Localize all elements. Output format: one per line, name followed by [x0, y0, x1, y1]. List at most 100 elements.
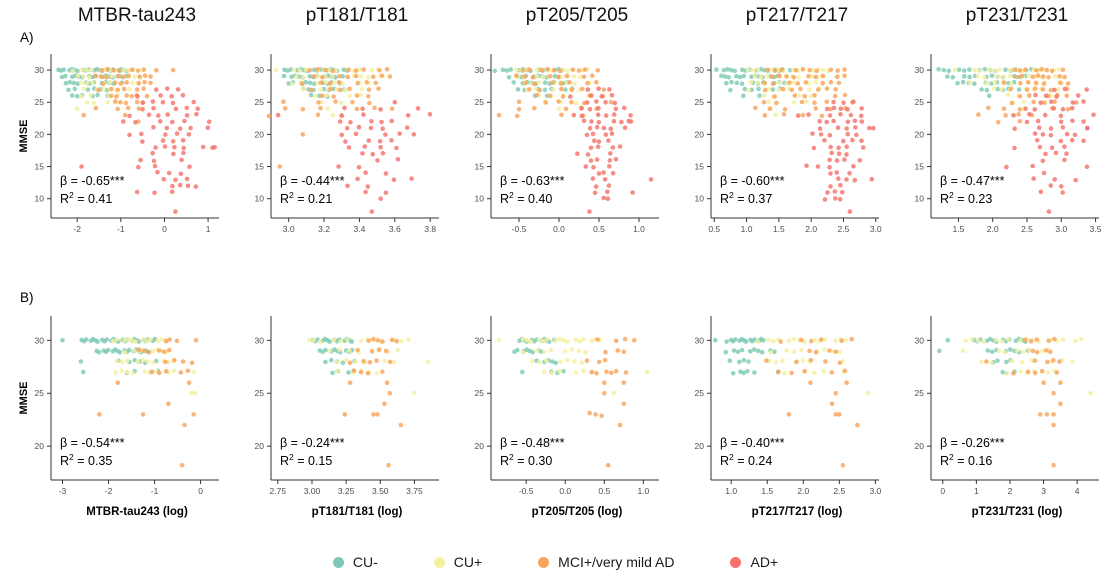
y-tick-label: 10	[35, 194, 45, 204]
y-tick-label: 30	[915, 65, 925, 75]
plot-cell-b2: 2.75 3.00 3.25 3.50 3.75 20 25 30 β = -0.24*** R2…	[230, 308, 450, 518]
r2-annotation: R2 = 0.41	[60, 190, 112, 206]
y-tick-label: 30	[695, 335, 705, 345]
axes	[50, 54, 219, 219]
beta-annotation: β = -0.60***	[720, 174, 785, 188]
points-layer	[714, 67, 876, 214]
y-tick-label: 30	[475, 65, 485, 75]
axes	[270, 316, 439, 481]
y-tick-label: 10	[695, 194, 705, 204]
axes	[930, 316, 1099, 481]
x-tick-label: 1.5	[761, 486, 773, 496]
y-tick-label: 25	[915, 97, 925, 107]
x-tick-label: 3.4	[354, 224, 366, 234]
x-tick-label: 4	[1075, 486, 1080, 496]
beta-annotation: β = -0.65***	[60, 174, 125, 188]
points-layer	[936, 67, 1096, 214]
y-tick-label: 20	[915, 129, 925, 139]
y-tick-label: 15	[695, 162, 705, 172]
legend-item-1: CU+	[433, 554, 482, 570]
x-tick-label: 3.00	[304, 486, 321, 496]
scatter-plot-svg-b2: 2.75 3.00 3.25 3.50 3.75 20 25 30 β = -0.24*** R2…	[255, 316, 439, 496]
plot-title: pT217/T217	[745, 5, 849, 26]
x-tick-label: 1.0	[637, 486, 649, 496]
y-tick-label: 25	[915, 388, 925, 398]
x-tick-label: 3.0	[870, 224, 882, 234]
x-tick-label: 3.2	[318, 224, 330, 234]
x-tick-label: 3.0	[869, 486, 881, 496]
scatter-plot-svg-a4: 0.5 1.0 1.5 2.0 2.5 3.0 10 15 20 25 30 β = -0.60***…	[695, 54, 882, 234]
x-tick-label: 0	[162, 224, 167, 234]
plot-cell-a1: MTBR-tau243 -2 -1 0 1 10 15 20 25 30 MMSE β = -0.65…	[10, 2, 230, 242]
points-layer	[713, 336, 871, 468]
plot-cell-b4: 1.0 1.5 2.0 2.5 3.0 20 25 30 β = -0.40*** R2 = 0.…	[670, 308, 890, 518]
x-tick-label: -1	[151, 486, 159, 496]
x-tick-label: 2.5	[1021, 224, 1033, 234]
plot-title: pT205/T205	[525, 5, 629, 26]
axes	[270, 54, 439, 219]
beta-annotation: β = -0.47***	[940, 174, 1005, 188]
x-tick-label: 2.0	[797, 486, 809, 496]
r2-annotation: R2 = 0.15	[280, 452, 332, 468]
r2-annotation: R2 = 0.16	[940, 452, 992, 468]
y-tick-label: 25	[475, 388, 485, 398]
legend-dot-icon	[433, 556, 445, 568]
y-tick-label: 30	[695, 65, 705, 75]
plot-cell-a3: pT205/T205 -0.5 0.0 0.5 1.0 10 15 20 25 30 β = -0.…	[450, 2, 670, 242]
legend-dot-icon	[332, 556, 344, 568]
y-tick-label: 25	[695, 388, 705, 398]
y-tick-label: 20	[695, 441, 705, 451]
x-tick-label: 3.0	[1055, 224, 1067, 234]
x-tick-label: 1.0	[741, 224, 753, 234]
x-tick-label: 3.6	[389, 224, 401, 234]
y-axis-label: MMSE	[18, 120, 30, 153]
x-tick-label: 3.25	[338, 486, 355, 496]
x-tick-label: 1.0	[725, 486, 737, 496]
x-axis-label: MTBR-tau243 (log)	[86, 506, 188, 518]
x-tick-label: 2	[1008, 486, 1013, 496]
points-layer	[492, 67, 654, 214]
plot-title: pT231/T231	[965, 5, 1069, 26]
plot-title: pT181/T181	[305, 5, 409, 26]
r2-annotation: R2 = 0.23	[940, 190, 992, 206]
legend-label: MCI+/very mild AD	[558, 554, 675, 570]
r2-annotation: R2 = 0.24	[720, 452, 772, 468]
legend-label: AD+	[750, 554, 779, 570]
y-tick-label: 30	[255, 65, 265, 75]
y-tick-label: 30	[35, 335, 45, 345]
x-tick-label: 3.75	[406, 486, 423, 496]
y-tick-label: 30	[35, 65, 45, 75]
row-a-plots: MTBR-tau243 -2 -1 0 1 10 15 20 25 30 MMSE β = -0.65…	[10, 2, 1110, 242]
x-tick-label: 2.0	[805, 224, 817, 234]
legend-item-3: AD+	[730, 554, 778, 570]
x-axis-label: pT181/T181 (log)	[311, 506, 403, 518]
x-tick-label: 0.0	[559, 486, 571, 496]
panel-label-b: B)	[20, 290, 34, 305]
x-tick-label: -2	[73, 224, 81, 234]
r2-annotation: R2 = 0.21	[280, 190, 332, 206]
scatter-plot-svg-a2: 3.0 3.2 3.4 3.6 3.8 10 15 20 25 30 β = -0.44*** R2 …	[255, 54, 439, 234]
y-tick-label: 15	[35, 162, 45, 172]
axes	[930, 54, 1099, 219]
y-tick-label: 10	[915, 194, 925, 204]
x-tick-label: 3.0	[283, 224, 295, 234]
x-tick-label: 2.5	[833, 486, 845, 496]
y-tick-label: 20	[475, 441, 485, 451]
y-tick-label: 30	[255, 335, 265, 345]
x-tick-label: 1.5	[953, 224, 965, 234]
x-axis-label: pT231/T231 (log)	[971, 506, 1063, 518]
x-tick-label: -3	[59, 486, 67, 496]
y-tick-label: 20	[35, 441, 45, 451]
y-tick-label: 25	[35, 388, 45, 398]
x-tick-label: -0.5	[519, 486, 534, 496]
x-tick-label: 0	[940, 486, 945, 496]
x-tick-label: 1	[974, 486, 979, 496]
x-axis-label: pT217/T217 (log)	[751, 506, 843, 518]
points-layer	[266, 67, 433, 214]
plot-cell-a4: pT217/T217 0.5 1.0 1.5 2.0 2.5 3.0 10 15 20 25 30 β …	[670, 2, 890, 242]
x-tick-label: 3.50	[372, 486, 389, 496]
beta-annotation: β = -0.48***	[500, 436, 565, 450]
row-b-plots: -3 -2 -1 0 20 25 30 MMSE β = -0.54*** R2 = 0.35 MT…	[10, 308, 1110, 518]
axes	[710, 54, 879, 219]
x-tick-label: 3.5	[1090, 224, 1102, 234]
